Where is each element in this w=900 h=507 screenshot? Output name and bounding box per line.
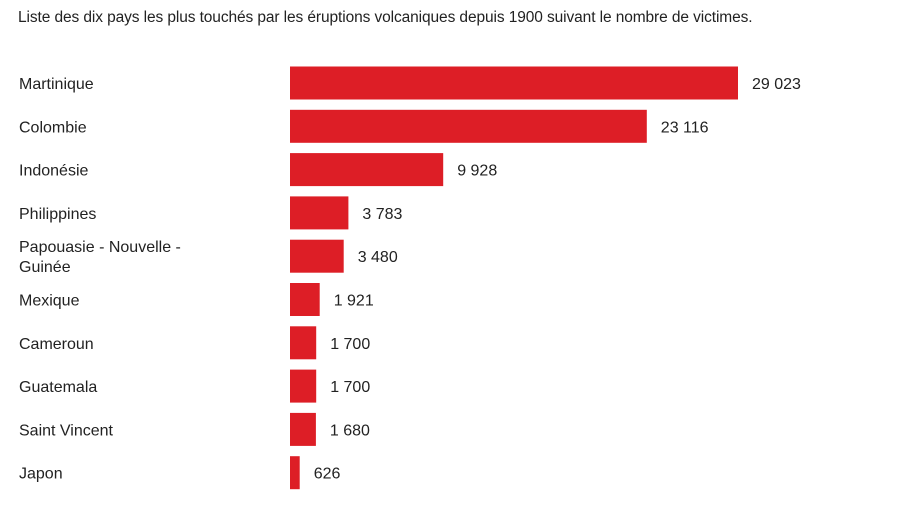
- bar-5: [290, 283, 320, 316]
- value-label-9: 626: [314, 466, 341, 483]
- value-label-3: 3 783: [362, 206, 402, 223]
- bar-4: [290, 239, 344, 273]
- category-label-line: Indonésie: [19, 163, 88, 180]
- value-label-6: 1 700: [330, 336, 370, 353]
- category-label-1: Colombie: [19, 119, 87, 136]
- category-label-line: Colombie: [19, 119, 87, 136]
- category-label-8: Saint Vincent: [19, 422, 114, 439]
- bar-6: [290, 326, 317, 360]
- category-label-line: Martinique: [19, 76, 94, 93]
- category-label-line: Philippines: [19, 206, 96, 223]
- category-label-7: Guatemala: [19, 379, 97, 396]
- category-label-3: Philippines: [19, 206, 96, 223]
- category-label-6: Cameroun: [19, 336, 94, 353]
- category-label-line: Guinée: [19, 259, 71, 276]
- category-label-2: Indonésie: [19, 163, 88, 180]
- bar-9: [290, 456, 300, 490]
- bar-2: [290, 153, 444, 187]
- bar-1: [290, 109, 647, 143]
- category-label-5: Mexique: [19, 293, 80, 310]
- category-label-line: Saint Vincent: [19, 422, 114, 439]
- value-label-0: 29 023: [752, 76, 801, 93]
- chart-title: Liste des dix pays les plus touchés par …: [18, 9, 753, 26]
- value-label-5: 1 921: [334, 293, 374, 310]
- category-label-line: Papouasie - Nouvelle -: [19, 239, 181, 256]
- value-label-8: 1 680: [330, 422, 370, 439]
- value-label-7: 1 700: [330, 379, 370, 396]
- value-label-4: 3 480: [358, 249, 398, 266]
- category-label-line: Guatemala: [19, 379, 97, 396]
- category-label-line: Cameroun: [19, 336, 94, 353]
- category-label-line: Japon: [19, 466, 63, 483]
- value-label-1: 23 116: [661, 119, 709, 136]
- category-label-line: Mexique: [19, 293, 80, 310]
- value-label-2: 9 928: [457, 163, 497, 180]
- bar-8: [290, 412, 316, 446]
- bar-3: [290, 196, 349, 230]
- bar-0: [290, 66, 738, 100]
- bar-7: [290, 369, 317, 403]
- category-label-4: Papouasie - Nouvelle - Guinée: [19, 239, 181, 276]
- category-label-9: Japon: [19, 466, 63, 483]
- category-label-0: Martinique: [19, 76, 94, 93]
